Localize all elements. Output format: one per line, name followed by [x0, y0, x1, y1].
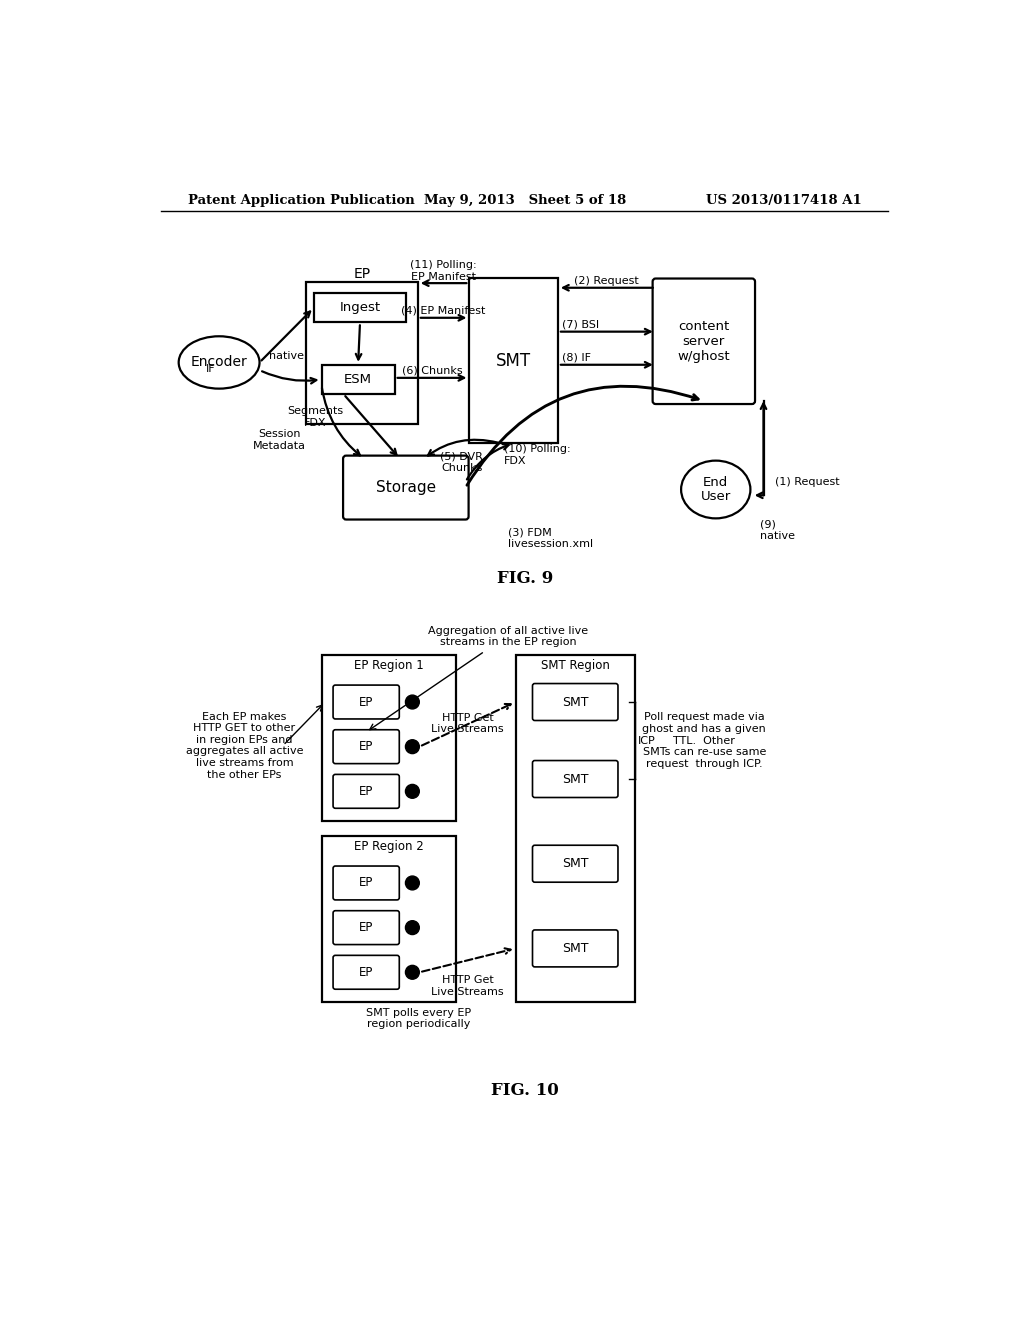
Bar [515, 655, 635, 1002]
FancyBboxPatch shape [532, 760, 617, 797]
Text: EP Region 2: EP Region 2 [354, 840, 424, 853]
FancyBboxPatch shape [532, 684, 617, 721]
Text: SMT polls every EP
region periodically: SMT polls every EP region periodically [366, 1007, 471, 1030]
Text: (4) EP Manifest: (4) EP Manifest [401, 306, 485, 315]
Text: EP: EP [359, 921, 374, 935]
Text: (8) IF: (8) IF [562, 352, 591, 363]
Text: EP: EP [359, 876, 374, 890]
Text: Ingest: Ingest [340, 301, 381, 314]
Text: SMT Region: SMT Region [541, 659, 609, 672]
Text: native: native [269, 351, 304, 360]
Circle shape [406, 921, 419, 935]
Text: Session
Metadata: Session Metadata [253, 429, 306, 451]
Bar [322, 836, 457, 1002]
Text: Segments
FDX: Segments FDX [288, 407, 343, 428]
Text: HTTP Get
Live Streams: HTTP Get Live Streams [431, 713, 504, 734]
Circle shape [406, 965, 419, 979]
Text: End
User: End User [700, 475, 731, 503]
Text: SMT: SMT [496, 351, 531, 370]
Text: (5) DVR
Chunks: (5) DVR Chunks [440, 451, 483, 474]
Text: (11) Polling:
EP Manifest: (11) Polling: EP Manifest [411, 260, 477, 281]
Text: EP: EP [359, 966, 374, 979]
FancyBboxPatch shape [333, 956, 399, 989]
Text: (3) FDM
livesession.xml: (3) FDM livesession.xml [508, 527, 593, 549]
Text: EP: EP [359, 785, 374, 797]
Bar [322, 655, 457, 821]
Text: US 2013/0117418 A1: US 2013/0117418 A1 [707, 194, 862, 207]
Text: EP: EP [359, 741, 374, 754]
Text: IF: IF [206, 363, 215, 374]
Text: FIG. 9: FIG. 9 [497, 569, 553, 586]
Circle shape [406, 696, 419, 709]
Text: content
server
w/ghost: content server w/ghost [678, 319, 730, 363]
FancyBboxPatch shape [333, 866, 399, 900]
Text: (2) Request: (2) Request [574, 276, 639, 286]
Circle shape [406, 739, 419, 754]
FancyBboxPatch shape [333, 685, 399, 719]
FancyBboxPatch shape [532, 929, 617, 966]
FancyBboxPatch shape [652, 279, 755, 404]
Text: Encoder: Encoder [190, 355, 248, 370]
Text: (6) Chunks: (6) Chunks [401, 366, 462, 376]
Text: Patent Application Publication: Patent Application Publication [188, 194, 415, 207]
FancyBboxPatch shape [532, 845, 617, 882]
Text: (10) Polling:
FDX: (10) Polling: FDX [504, 444, 570, 466]
Text: ICP: ICP [638, 735, 655, 746]
Text: SMT: SMT [562, 942, 589, 954]
FancyBboxPatch shape [333, 775, 399, 808]
Text: SMT: SMT [562, 857, 589, 870]
Text: ESM: ESM [344, 372, 372, 385]
Bar [322, 364, 394, 395]
Text: SMT: SMT [562, 772, 589, 785]
Text: Poll request made via
ghost and has a given
TTL.  Other
SMTs can re-use same
req: Poll request made via ghost and has a gi… [642, 713, 766, 768]
Text: EP Region 1: EP Region 1 [354, 659, 424, 672]
Text: SMT: SMT [562, 696, 589, 709]
Circle shape [406, 876, 419, 890]
Circle shape [406, 784, 419, 799]
FancyBboxPatch shape [333, 911, 399, 945]
Text: Aggregation of all active live
streams in the EP region: Aggregation of all active live streams i… [428, 626, 588, 647]
Text: EP: EP [359, 696, 374, 709]
Text: EP: EP [353, 267, 371, 281]
Text: Storage: Storage [376, 480, 436, 495]
FancyBboxPatch shape [333, 730, 399, 763]
Text: (1) Request: (1) Request [775, 477, 840, 487]
Text: HTTP Get
Live Streams: HTTP Get Live Streams [431, 975, 504, 997]
Text: (9)
native: (9) native [760, 519, 795, 541]
Bar [306, 281, 418, 424]
Ellipse shape [681, 461, 751, 519]
FancyBboxPatch shape [343, 455, 469, 520]
Ellipse shape [178, 337, 259, 388]
Bar [313, 293, 407, 322]
Text: May 9, 2013   Sheet 5 of 18: May 9, 2013 Sheet 5 of 18 [424, 194, 626, 207]
Text: Each EP makes
HTTP GET to other
in region EPs and
aggregates all active
live str: Each EP makes HTTP GET to other in regio… [185, 711, 303, 780]
Text: FIG. 10: FIG. 10 [490, 1081, 559, 1098]
Bar [469, 277, 558, 444]
Text: (7) BSI: (7) BSI [562, 319, 599, 330]
